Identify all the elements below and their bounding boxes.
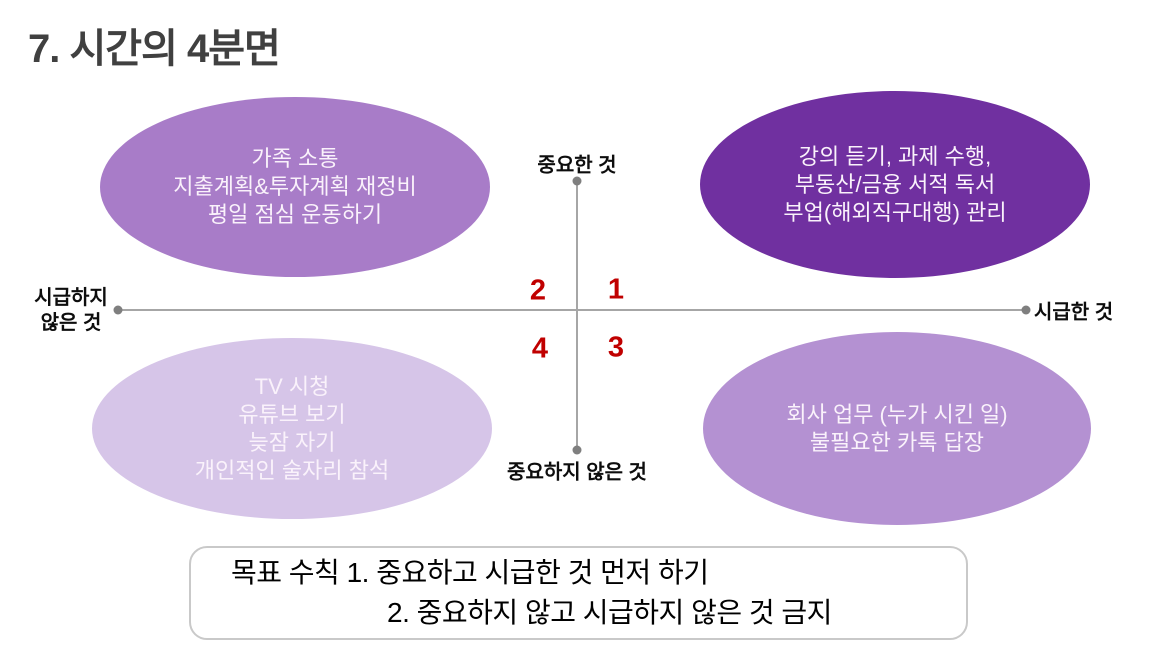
quadrant-ellipse-not-important-urgent: 회사 업무 (누가 시킨 일) 불필요한 카톡 답장 <box>703 332 1091 525</box>
quadrant-task-list: 회사 업무 (누가 시킨 일) 불필요한 카톡 답장 <box>786 401 1007 457</box>
task-item: TV 시청 <box>254 373 330 399</box>
axis-label-not-important: 중요하지 않은 것 <box>507 461 647 484</box>
task-item: 가족 소통 <box>251 146 339 171</box>
task-item: 평일 점심 운동하기 <box>207 202 383 227</box>
quadrant-number-1: 1 <box>607 273 625 306</box>
quadrant-number-4: 4 <box>531 332 549 365</box>
quadrant-ellipse-not-important-not-urgent: TV 시청 유튜브 보기 늦잠 자기 개인적인 술자리 참석 <box>92 338 492 519</box>
quadrant-number-3: 3 <box>607 331 625 364</box>
axis-endpoint-dot-bottom <box>572 445 582 455</box>
axis-label-not-urgent-line2: 않은 것 <box>40 312 102 334</box>
quadrant-number-2: 2 <box>529 274 547 307</box>
axis-label-urgent: 시급한 것 <box>1034 301 1114 324</box>
vertical-axis-line <box>576 181 578 450</box>
axis-endpoint-dot-right <box>1021 305 1031 315</box>
task-item: 지출계획&투자계획 재정비 <box>173 174 417 199</box>
task-item: 부업(해외직구대행) 관리 <box>783 199 1007 225</box>
axis-endpoint-dot-top <box>572 176 582 186</box>
task-item: 늦잠 자기 <box>248 429 336 455</box>
quadrant-task-list: TV 시청 유튜브 보기 늦잠 자기 개인적인 술자리 참석 <box>195 373 389 485</box>
goal-rule-1: 목표 수칙 1. 중요하고 시급한 것 먼저 하기 <box>231 557 709 588</box>
quadrant-task-list: 강의 듣기, 과제 수행, 부동산/금융 서적 독서 부업(해외직구대행) 관리 <box>783 143 1006 227</box>
quadrant-task-list: 가족 소통 지출계획&투자계획 재정비 평일 점심 운동하기 <box>173 145 416 229</box>
goal-rule-2: 2. 중요하지 않고 시급하지 않은 것 금지 <box>387 597 832 628</box>
axis-label-not-urgent-line1: 시급하지 <box>34 287 108 309</box>
page-title: 7. 시간의 4분면 <box>28 27 281 71</box>
goal-rules-box: 목표 수칙 1. 중요하고 시급한 것 먼저 하기 2. 중요하지 않고 시급하… <box>189 546 968 640</box>
horizontal-axis-line <box>118 309 1026 311</box>
task-item: 부동산/금융 서적 독서 <box>794 171 996 197</box>
axis-label-important: 중요한 것 <box>537 154 617 177</box>
quadrant-ellipse-important-not-urgent: 가족 소통 지출계획&투자계획 재정비 평일 점심 운동하기 <box>100 97 490 277</box>
task-item: 불필요한 카톡 답장 <box>809 429 985 455</box>
task-item: 개인적인 술자리 참석 <box>194 457 390 483</box>
task-item: 유튜브 보기 <box>238 401 346 427</box>
quadrant-ellipse-important-urgent: 강의 듣기, 과제 수행, 부동산/금융 서적 독서 부업(해외직구대행) 관리 <box>700 91 1090 278</box>
task-item: 강의 듣기, 과제 수행, <box>798 143 992 169</box>
axis-endpoint-dot-left <box>113 305 123 315</box>
axis-label-not-urgent: 시급하지 않은 것 <box>21 286 121 336</box>
task-item: 회사 업무 (누가 시킨 일) <box>786 401 1008 427</box>
